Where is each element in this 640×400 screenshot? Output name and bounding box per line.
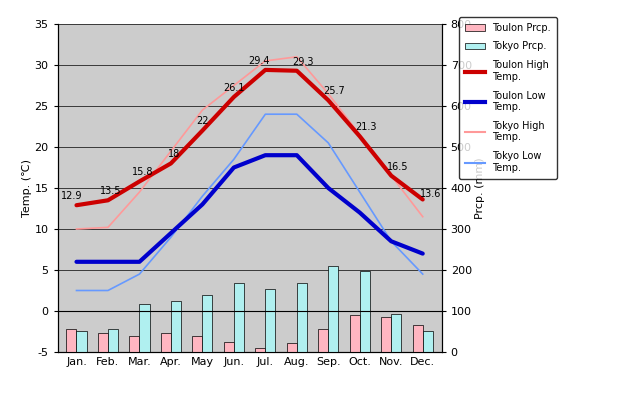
- Bar: [381, 317, 391, 352]
- Y-axis label: Prcp. (mm): Prcp. (mm): [474, 157, 484, 219]
- Legend: Toulon Prcp., Tokyo Prcp., Toulon High
Temp., Toulon Low
Temp., Tokyo High
Temp.: Toulon Prcp., Tokyo Prcp., Toulon High T…: [460, 17, 557, 179]
- Text: 12.9: 12.9: [61, 191, 83, 201]
- Bar: [255, 348, 266, 352]
- Bar: [234, 283, 244, 352]
- Bar: [192, 336, 202, 352]
- Bar: [413, 325, 422, 352]
- Bar: [318, 330, 328, 352]
- Bar: [129, 336, 140, 352]
- Text: 16.5: 16.5: [387, 162, 408, 172]
- Bar: [77, 331, 86, 352]
- Text: 25.7: 25.7: [324, 86, 346, 96]
- Text: 29.3: 29.3: [292, 57, 314, 67]
- Text: 22: 22: [196, 116, 209, 126]
- Bar: [108, 329, 118, 352]
- Bar: [140, 304, 150, 352]
- Text: 26.1: 26.1: [223, 83, 244, 93]
- Text: 29.4: 29.4: [248, 56, 270, 66]
- Bar: [202, 296, 212, 352]
- Bar: [98, 333, 108, 352]
- Bar: [161, 333, 171, 352]
- Bar: [297, 283, 307, 352]
- Y-axis label: Temp. (℃): Temp. (℃): [22, 159, 31, 217]
- Bar: [422, 331, 433, 352]
- Text: 21.3: 21.3: [355, 122, 377, 132]
- Bar: [266, 289, 275, 352]
- Bar: [171, 301, 181, 352]
- Bar: [224, 342, 234, 352]
- Bar: [360, 271, 370, 352]
- Text: 13.5: 13.5: [100, 186, 122, 196]
- Text: 18: 18: [168, 149, 180, 159]
- Bar: [349, 315, 360, 352]
- Bar: [391, 314, 401, 352]
- Text: 13.6: 13.6: [420, 190, 441, 200]
- Bar: [328, 266, 339, 352]
- Text: 15.8: 15.8: [132, 167, 154, 177]
- Bar: [67, 330, 77, 352]
- Bar: [287, 343, 297, 352]
